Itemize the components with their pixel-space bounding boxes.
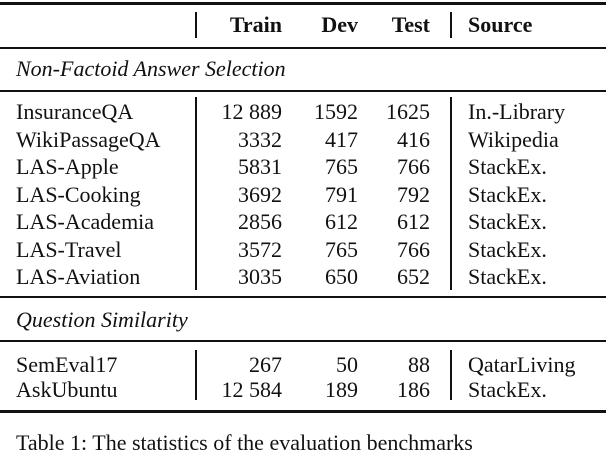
section-rule: [0, 340, 606, 342]
column-divider: [450, 207, 452, 235]
table-row: AskUbuntu 12 584 189 186 StackEx.: [0, 375, 606, 403]
header-divider: [195, 12, 197, 38]
table-row: LAS-Apple 5831 765 766 StackEx.: [0, 152, 606, 180]
table-row: WikiPassageQA 3332 417 416 Wikipedia: [0, 124, 606, 153]
cell-name: WikiPassageQA: [16, 126, 161, 152]
section-rule: [0, 296, 606, 298]
column-divider: [195, 124, 197, 152]
cell-name: AskUbuntu: [16, 377, 118, 402]
header-test: Test: [391, 12, 430, 37]
cell-test: 766: [397, 154, 430, 179]
cell-dev: 765: [325, 154, 358, 179]
column-divider: [195, 375, 197, 400]
column-divider: [450, 97, 452, 125]
cell-name: LAS-Aviation: [16, 264, 141, 289]
cell-test: 766: [397, 236, 430, 262]
table-caption: Table 1: The statistics of the evaluatio…: [16, 430, 473, 455]
column-divider: [195, 262, 197, 290]
column-divider: [195, 207, 197, 235]
cell-dev: 417: [325, 126, 358, 152]
table-row: InsuranceQA 12 889 1592 1625 In.-Library: [0, 97, 606, 125]
top-rule: [0, 2, 606, 5]
table-row: LAS-Academia 2856 612 612 StackEx.: [0, 207, 606, 235]
cell-source: StackEx.: [468, 377, 547, 402]
cell-dev: 189: [325, 377, 358, 402]
cell-name: SemEval17: [16, 352, 118, 377]
table-row: LAS-Aviation 3035 650 652 StackEx.: [0, 262, 606, 290]
cell-test: 88: [408, 352, 430, 377]
cell-dev: 791: [325, 181, 358, 207]
cell-test: 612: [397, 209, 430, 234]
cell-test: 652: [397, 264, 430, 289]
column-divider: [195, 152, 197, 180]
cell-train: 267: [249, 352, 282, 377]
bottom-rule: [0, 410, 606, 413]
cell-test: 186: [397, 377, 430, 402]
cell-train: 12 889: [221, 99, 283, 124]
cell-train: 3035: [238, 264, 282, 289]
section-title: Question Similarity: [16, 307, 188, 332]
column-divider: [450, 262, 452, 290]
column-divider: [195, 97, 197, 125]
column-divider: [195, 179, 197, 207]
cell-name: LAS-Travel: [16, 236, 122, 262]
cell-source: QatarLiving: [468, 352, 576, 377]
cell-test: 1625: [386, 99, 430, 124]
header-row: Train Dev Test Source: [0, 12, 606, 38]
cell-train: 12 584: [221, 377, 283, 402]
cell-train: 3572: [238, 236, 282, 262]
cell-source: In.-Library: [468, 99, 566, 124]
cell-dev: 1592: [314, 99, 358, 124]
cell-source: StackEx.: [468, 209, 547, 234]
cell-dev: 612: [325, 209, 358, 234]
cell-train: 3332: [238, 126, 282, 152]
column-divider: [450, 152, 452, 180]
cell-train: 3692: [238, 181, 282, 207]
cell-source: StackEx.: [468, 154, 547, 179]
cell-name: LAS-Academia: [16, 209, 155, 234]
cell-name: LAS-Cooking: [16, 181, 141, 207]
cell-source: Wikipedia: [468, 126, 559, 152]
cell-train: 2856: [238, 209, 282, 234]
column-divider: [450, 234, 452, 262]
cell-source: StackEx.: [468, 181, 547, 207]
cell-dev: 650: [325, 264, 358, 289]
column-divider: [195, 234, 197, 262]
header-dev: Dev: [321, 12, 358, 37]
table-row: LAS-Travel 3572 765 766 StackEx.: [0, 234, 606, 263]
column-divider: [195, 350, 197, 375]
header-rule: [0, 47, 606, 49]
cell-name: LAS-Apple: [16, 154, 119, 179]
cell-source: StackEx.: [468, 264, 547, 289]
header-divider: [450, 12, 452, 38]
column-divider: [450, 350, 452, 375]
cell-source: StackEx.: [468, 236, 547, 262]
table-row: SemEval17 267 50 88 QatarLiving: [0, 350, 606, 378]
section-rule: [0, 90, 606, 92]
cell-train: 5831: [238, 154, 282, 179]
table-row: LAS-Cooking 3692 791 792 StackEx.: [0, 179, 606, 208]
column-divider: [450, 375, 452, 400]
cell-dev: 765: [325, 236, 358, 262]
cell-name: InsuranceQA: [16, 99, 134, 124]
header-train: Train: [229, 12, 282, 37]
header-source: Source: [468, 12, 533, 37]
column-divider: [450, 179, 452, 207]
cell-test: 416: [397, 126, 430, 152]
section-title: Non-Factoid Answer Selection: [16, 56, 286, 81]
cell-dev: 50: [336, 352, 358, 377]
cell-test: 792: [397, 181, 430, 207]
column-divider: [450, 124, 452, 152]
